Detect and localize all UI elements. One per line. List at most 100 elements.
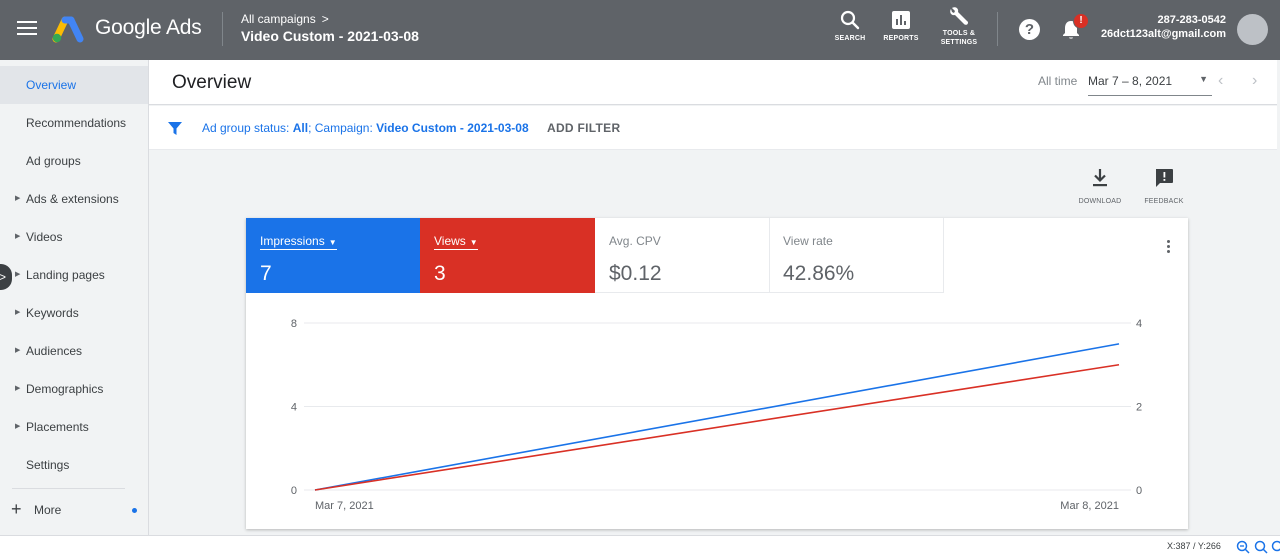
sidebar-item-ad-groups[interactable]: Ad groups <box>0 142 148 180</box>
sidebar: Overview Recommendations Ad groups ▶ Ads & e… <box>0 60 149 535</box>
sidebar-item-audiences[interactable]: ▶ Audiences <box>0 332 148 370</box>
tools-settings-button[interactable]: TOOLS & SETTINGS <box>937 7 981 47</box>
expand-caret-icon: ▶ <box>15 385 21 392</box>
sidebar-item-videos[interactable]: ▶ Videos <box>0 218 148 256</box>
account-phone[interactable]: 287-283-0542 <box>1157 14 1226 26</box>
metric-impressions-value: 7 <box>260 262 272 285</box>
expand-caret-icon: ▶ <box>15 271 21 278</box>
filter-status-value: All <box>292 121 309 135</box>
reports-label: REPORTS <box>883 35 919 42</box>
page-header: Overview All time Mar 7 – 8, 2021 ▼ ‹ › <box>149 60 1277 105</box>
series-line-impressions <box>314 343 1120 491</box>
series-line-views <box>314 363 1120 491</box>
left-axis-tick-label: 4 <box>291 402 297 414</box>
sidebar-item-label: Recommendations <box>26 116 127 130</box>
right-axis-tick-label: 0 <box>1136 485 1142 497</box>
download-button[interactable]: DOWNLOAD <box>1076 168 1124 205</box>
account-email[interactable]: 26dct123alt@gmail.com <box>1100 28 1226 40</box>
download-icon <box>1093 169 1107 187</box>
metric-avg-cpv[interactable]: Avg. CPV $0.12 <box>595 218 770 293</box>
zoom-reset-icon[interactable] <box>1254 540 1268 554</box>
add-filter-button[interactable]: ADD FILTER <box>547 121 621 135</box>
performance-line-chart: 0 4 8 0 2 4 Mar 7, 2021 Mar 8, 2021 <box>291 318 1142 512</box>
tools-label: TOOLS & SETTINGS <box>937 29 981 47</box>
sidebar-item-label: Settings <box>26 458 70 472</box>
sidebar-item-demographics[interactable]: ▶ Demographics <box>0 370 148 408</box>
sidebar-item-placements[interactable]: ▶ Placements <box>0 408 148 446</box>
menu-icon[interactable] <box>17 21 37 37</box>
metric-avg-cpv-label: Avg. CPV <box>609 234 661 248</box>
next-period-chevron-icon[interactable]: › <box>1252 72 1258 89</box>
dropdown-caret-icon: ▼ <box>1199 74 1208 84</box>
sidebar-item-settings[interactable]: Settings <box>0 446 148 484</box>
metric-avg-cpv-value: $0.12 <box>609 262 662 285</box>
sidebar-item-label: Ad groups <box>26 154 81 168</box>
feedback-button[interactable]: FEEDBACK <box>1139 168 1189 205</box>
feedback-label: FEEDBACK <box>1144 198 1184 205</box>
collapse-sidebar-chevron-icon[interactable]: > <box>0 264 12 290</box>
reports-button[interactable]: REPORTS <box>881 10 921 43</box>
right-axis-tick-label: 2 <box>1136 402 1142 414</box>
sidebar-item-label: Demographics <box>26 382 104 396</box>
more-options-icon[interactable] <box>1164 240 1172 258</box>
date-range-value: Mar 7 – 8, 2021 <box>1088 74 1173 88</box>
filter-status-prefix: Ad group status: <box>202 121 293 135</box>
left-axis-tick-label: 0 <box>291 485 297 497</box>
breadcrumb-parent[interactable]: All campaigns > <box>241 12 329 26</box>
sidebar-item-label: Landing pages <box>26 268 105 282</box>
metric-impressions[interactable]: Impressions ▼ 7 <box>246 218 421 293</box>
plus-icon: + <box>11 499 22 519</box>
date-range-select[interactable]: Mar 7 – 8, 2021 ▼ <box>1088 70 1212 96</box>
sidebar-item-label: Ads & extensions <box>26 192 119 206</box>
filter-campaign-value: Video Custom - 2021-03-08 <box>376 121 529 135</box>
notification-badge: ! <box>1073 13 1089 29</box>
sidebar-item-landing-pages[interactable]: ▶ Landing pages <box>0 256 148 294</box>
right-axis-tick-label: 4 <box>1136 318 1142 330</box>
metric-views-label-text: Views <box>434 234 466 248</box>
expand-caret-icon: ▶ <box>15 423 21 430</box>
dropdown-caret-icon: ▼ <box>328 238 337 247</box>
sidebar-item-label: Overview <box>26 78 77 92</box>
tools-label-line1: TOOLS & <box>942 30 976 37</box>
metric-view-rate[interactable]: View rate 42.86% <box>769 218 944 293</box>
zoom-out-icon[interactable] <box>1236 540 1250 554</box>
filter-campaign-prefix: ; Campaign: <box>308 121 377 135</box>
metric-views[interactable]: Views ▼ 3 <box>420 218 595 293</box>
x-axis-tick-label: Mar 7, 2021 <box>315 500 374 512</box>
active-filters[interactable]: Ad group status: All; Campaign: Video Cu… <box>202 121 529 135</box>
filter-funnel-icon[interactable] <box>167 120 183 136</box>
expand-caret-icon: ▶ <box>15 309 21 316</box>
sidebar-item-label: Keywords <box>26 306 79 320</box>
search-icon <box>840 10 860 30</box>
search-label: SEARCH <box>834 35 866 42</box>
download-label: DOWNLOAD <box>1078 198 1122 205</box>
sidebar-item-keywords[interactable]: ▶ Keywords <box>0 294 148 332</box>
date-range-label: All time <box>1038 74 1078 88</box>
avatar[interactable] <box>1237 14 1268 45</box>
sidebar-item-ads-extensions[interactable]: ▶ Ads & extensions <box>0 180 148 218</box>
tools-label-line2: SETTINGS <box>940 39 978 46</box>
metric-impressions-label: Impressions ▼ <box>260 234 337 250</box>
zoom-in-icon[interactable] <box>1271 540 1280 554</box>
metric-view-rate-value: 42.86% <box>783 262 855 285</box>
sidebar-divider <box>12 488 125 489</box>
sidebar-more[interactable]: + More <box>0 497 148 523</box>
search-button[interactable]: SEARCH <box>833 10 867 43</box>
expand-caret-icon: ▶ <box>15 347 21 354</box>
google-ads-logo-icon <box>52 16 84 43</box>
sidebar-item-overview[interactable]: Overview <box>0 66 148 104</box>
main-content: Overview All time Mar 7 – 8, 2021 ▼ ‹ › … <box>149 60 1280 535</box>
sidebar-item-recommendations[interactable]: Recommendations <box>0 104 148 142</box>
product-name[interactable]: Google Ads <box>95 16 202 39</box>
sidebar-item-label: Audiences <box>26 344 83 358</box>
previous-period-chevron-icon[interactable]: ‹ <box>1218 72 1224 89</box>
header-divider <box>222 12 223 46</box>
more-indicator-dot <box>132 508 137 513</box>
help-icon[interactable]: ? <box>1019 19 1040 40</box>
campaign-title[interactable]: Video Custom - 2021-03-08 <box>241 28 419 44</box>
page-title: Overview <box>172 72 252 93</box>
left-axis-tick-label: 8 <box>291 318 297 330</box>
cursor-coordinates: X:387 / Y:266 <box>1167 541 1221 551</box>
metric-impressions-label-text: Impressions <box>260 234 325 248</box>
feedback-icon <box>1156 169 1173 187</box>
